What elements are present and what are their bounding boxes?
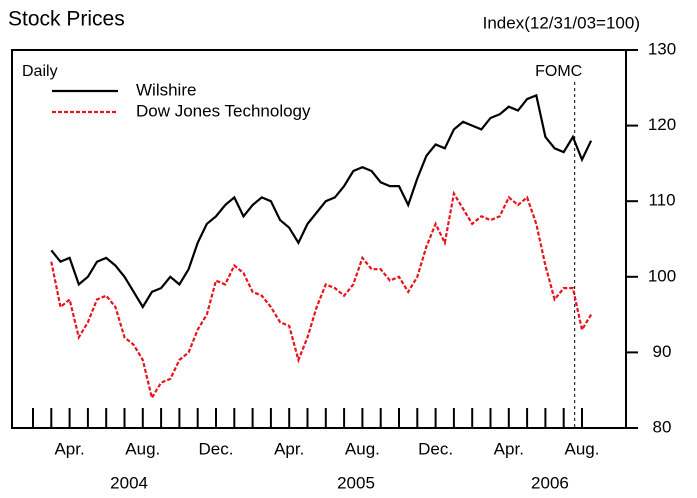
x-tick-label: Aug. [345, 439, 380, 458]
plot-frame [11, 49, 627, 429]
y-tick-label: 120 [648, 115, 676, 134]
frequency-label: Daily [22, 63, 58, 80]
series-line [50, 190, 593, 401]
x-tick-label: Dec. [199, 439, 234, 458]
x-tick-label: Apr. [54, 439, 84, 458]
y-tick-label: 80 [653, 417, 672, 436]
annotation: FOMC [535, 63, 582, 80]
x-tick-label: Dec. [418, 439, 453, 458]
series-line [50, 93, 593, 310]
y-tick-label: 110 [648, 191, 675, 210]
x-tick-label: Aug. [565, 439, 600, 458]
x-tick-label: Aug. [125, 439, 160, 458]
x-group-label: 2006 [531, 473, 569, 492]
y-tick-label: 90 [653, 342, 672, 361]
y-axis-label: Index(12/31/03=100) [483, 13, 640, 32]
legend-label: Wilshire [136, 80, 196, 99]
x-tick-label: Apr. [274, 439, 304, 458]
chart-title: Stock Prices [8, 8, 125, 31]
x-group-label: 2004 [110, 473, 148, 492]
x-group-label: 2005 [337, 473, 375, 492]
y-tick-label: 100 [648, 266, 676, 285]
y-tick-label: 130 [648, 39, 676, 58]
legend-label: Dow Jones Technology [136, 101, 311, 120]
x-tick-label: Apr. [494, 439, 524, 458]
